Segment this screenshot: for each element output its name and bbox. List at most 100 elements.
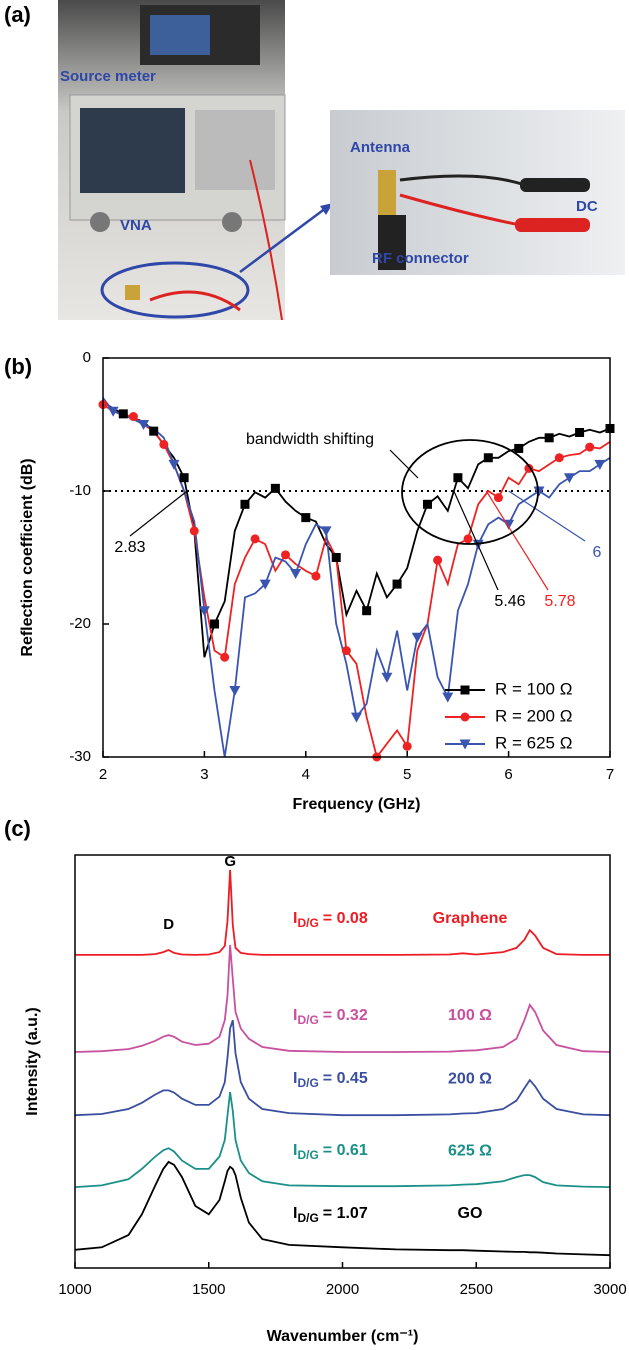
marker <box>320 526 332 537</box>
legend-marker <box>460 712 470 722</box>
series-line <box>103 397 610 757</box>
callout: bandwidth shifting <box>246 431 374 448</box>
legend-marker <box>459 739 471 750</box>
x-tick-label: 3 <box>200 766 208 783</box>
x-tick-label: 1500 <box>192 1281 225 1298</box>
plot-area <box>74 869 611 1257</box>
y-tick-label: -20 <box>69 615 91 632</box>
series-line <box>74 1091 611 1188</box>
ratio-subscript: D/G <box>297 1148 318 1162</box>
ratio-text: = 0.61 <box>323 1142 368 1159</box>
marker <box>331 553 341 562</box>
annotation: 5.46 <box>494 593 525 610</box>
marker <box>240 499 250 509</box>
marker <box>483 453 493 463</box>
peak-label: G <box>224 853 236 870</box>
annotation: 5.78 <box>544 593 575 610</box>
panel-label: (a) <box>4 2 31 27</box>
series-line <box>75 869 610 956</box>
ratio-symbol: I <box>293 910 297 927</box>
marker <box>554 453 564 463</box>
legend-label: R = 100 Ω <box>495 679 572 698</box>
legend-marker <box>460 685 470 695</box>
y-axis-label: Reflection coefficient (dB) <box>19 458 36 656</box>
marker <box>411 632 423 643</box>
photo-right <box>330 110 625 275</box>
photo-left <box>58 0 286 321</box>
series-line <box>103 403 610 757</box>
marker <box>149 426 159 436</box>
marker <box>463 534 473 544</box>
y-axis-label: Intensity (a.u.) <box>24 1007 41 1115</box>
ratio-label: ID/G = 0.61 <box>293 1142 368 1162</box>
series-line <box>74 1160 611 1257</box>
marker <box>493 493 503 503</box>
marker <box>220 652 230 662</box>
marker <box>585 442 595 452</box>
ratio-text: = 0.08 <box>323 910 368 927</box>
annotation: 6 <box>593 544 602 561</box>
marker <box>563 473 575 484</box>
ratio-text: = 0.32 <box>323 1007 368 1024</box>
series-line <box>74 944 611 1053</box>
marker <box>422 499 432 509</box>
panel-label: (b) <box>4 354 32 379</box>
ratio-subscript: D/G <box>297 1013 318 1027</box>
marker <box>301 513 311 523</box>
marker <box>179 473 189 483</box>
marker <box>118 409 128 419</box>
x-tick-label: 3000 <box>593 1281 626 1298</box>
marker <box>402 741 412 751</box>
x-tick-label: 2500 <box>460 1281 493 1298</box>
photo-label: VNA <box>120 217 152 234</box>
marker <box>259 579 271 590</box>
marker <box>594 459 606 470</box>
ratio-symbol: I <box>293 1007 297 1024</box>
marker <box>351 712 362 723</box>
callout-ellipse <box>401 439 539 545</box>
annotation-arrow <box>508 490 586 542</box>
x-tick-label: 4 <box>302 766 310 783</box>
y-tick-label: 0 <box>83 349 91 366</box>
annotation: 2.83 <box>114 539 145 556</box>
marker <box>189 526 199 536</box>
series-line <box>103 401 610 658</box>
annotation-arrow <box>453 490 499 591</box>
plot-frame <box>74 854 611 1269</box>
marker <box>168 459 180 470</box>
marker <box>159 439 169 449</box>
ratio-subscript: D/G <box>297 1076 318 1090</box>
marker <box>250 534 260 544</box>
y-tick-label: -10 <box>69 482 91 499</box>
marker <box>281 550 291 560</box>
marker <box>533 486 545 497</box>
marker <box>128 412 138 422</box>
x-axis-label: Wavenumber (cm⁻¹) <box>267 1328 419 1345</box>
marker <box>198 606 210 617</box>
marker <box>107 406 119 417</box>
ratio-label: ID/G = 1.07 <box>293 1205 368 1225</box>
marker <box>138 420 150 430</box>
ratio-text: = 0.45 <box>323 1070 368 1087</box>
marker <box>381 672 393 683</box>
marker <box>433 555 443 565</box>
marker <box>229 686 241 696</box>
series-label: Graphene <box>433 910 508 927</box>
x-tick-label: 2000 <box>326 1281 359 1298</box>
marker <box>442 692 454 703</box>
marker <box>270 483 280 493</box>
photo-label: DC <box>576 198 598 215</box>
ratio-symbol: I <box>293 1070 297 1087</box>
x-tick-label: 7 <box>606 766 614 783</box>
series-line <box>74 1019 611 1117</box>
y-tick-label: -30 <box>69 748 91 765</box>
annotation-arrow <box>129 490 188 537</box>
x-tick-label: 6 <box>504 766 512 783</box>
callout-arrow <box>389 449 419 479</box>
series-label: 625 Ω <box>448 1142 492 1159</box>
ratio-label: ID/G = 0.45 <box>293 1070 368 1090</box>
marker <box>392 579 402 589</box>
ratio-text: = 1.07 <box>323 1205 368 1222</box>
photo-label: RF connector <box>372 250 469 267</box>
